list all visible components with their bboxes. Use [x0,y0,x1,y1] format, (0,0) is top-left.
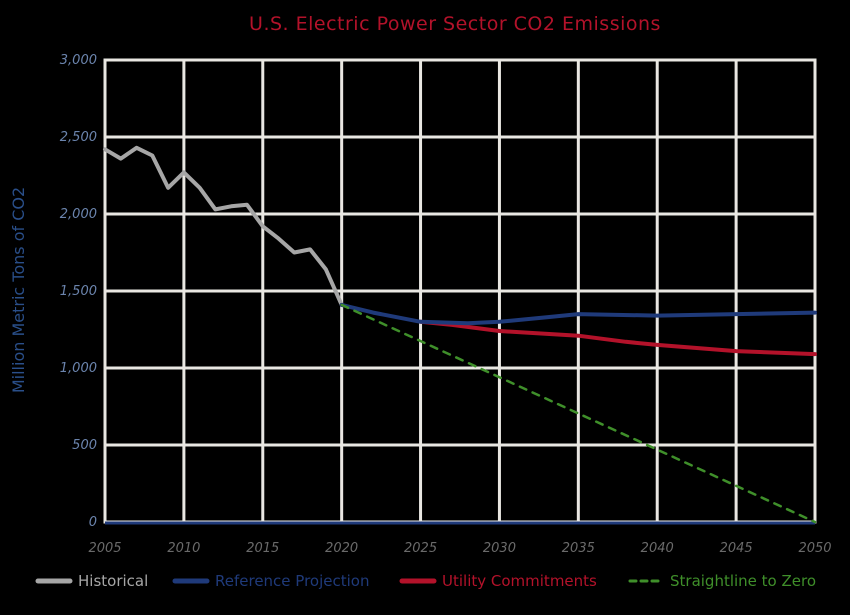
x-tick-label: 2010 [167,541,200,556]
x-tick-label: 2040 [641,541,674,556]
series-lines [103,145,817,524]
x-tick-label: 2020 [325,541,358,556]
y-tick-label: 3,000 [60,53,97,68]
chart-title: U.S. Electric Power Sector CO2 Emissions [249,13,661,35]
x-tick-label: 2025 [404,541,437,556]
x-tick-label: 2005 [88,541,121,556]
legend-label: Utility Commitments [442,572,597,590]
y-tick-label: 1,500 [60,284,97,299]
legend-label: Historical [78,572,148,590]
y-axis-ticks: 0 500 1,000 1,500 2,000 2,500 3,000 [60,53,97,530]
y-tick-label: 0 [89,515,97,530]
x-tick-label: 2050 [798,541,831,556]
y-axis-label: Million Metric Tons of CO2 [9,187,28,393]
series-line-straightline-to-zero [340,303,817,524]
series-line-reference-projection [339,302,817,326]
x-tick-label: 2045 [720,541,753,556]
y-tick-label: 2,500 [60,130,97,145]
grid [103,58,817,524]
legend-label: Straightline to Zero [670,572,816,590]
x-tick-label: 2015 [246,541,279,556]
series-line-historical [103,145,344,307]
y-tick-label: 500 [72,438,97,453]
series-line-utility-commitments [418,319,817,357]
y-tick-label: 2,000 [60,207,97,222]
y-tick-label: 1,000 [60,361,97,376]
x-tick-label: 2030 [483,541,516,556]
legend: Historical Reference Projection Utility Co… [35,572,816,590]
x-tick-label: 2035 [562,541,595,556]
x-axis-ticks: 2005 2010 2015 2020 2025 2030 2035 2040 2045 2050 [88,541,831,556]
legend-label: Reference Projection [215,572,369,590]
